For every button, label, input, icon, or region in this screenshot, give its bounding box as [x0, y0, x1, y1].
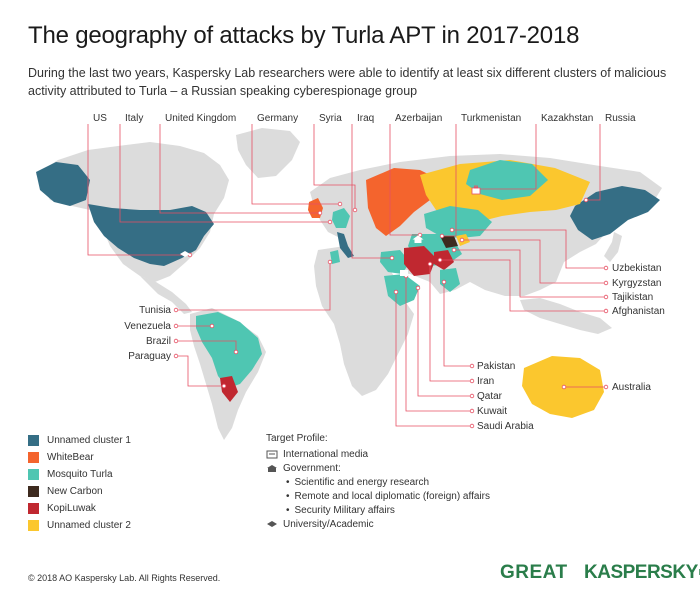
- iran-region: [404, 246, 436, 276]
- building-icon: [412, 235, 424, 243]
- labels-top: US Italy United Kingdom Germany Syria Ir…: [93, 113, 636, 124]
- bottom-label-dots: [469, 363, 475, 429]
- left-label-dots: [173, 307, 179, 359]
- labels-bottom: Pakistan Iran Qatar Kuwait Saudi Arabia …: [477, 361, 651, 432]
- profile-label: Government:: [283, 462, 341, 474]
- label-tajikistan: Tajikistan: [612, 292, 653, 303]
- newspaper-icon: [266, 450, 278, 458]
- profile-subitem: Security Military affairs: [286, 503, 490, 517]
- label-australia: Australia: [612, 382, 651, 393]
- label-iran: Iran: [477, 376, 494, 387]
- legend-swatch: [28, 486, 39, 497]
- legend-item: KopiLuwak: [28, 500, 131, 517]
- legend-label: New Carbon: [47, 486, 103, 497]
- russia-west-region: [366, 168, 440, 236]
- building-icon: [267, 464, 277, 472]
- legend-swatch: [28, 452, 39, 463]
- label-venezuela: Venezuela: [124, 321, 171, 332]
- uzbekistan-region: [440, 236, 458, 248]
- labels-right: Uzbekistan Kyrgyzstan Tajikistan Afghani…: [612, 263, 665, 317]
- briefcase-icon: [471, 185, 481, 195]
- legend-label: Unnamed cluster 2: [47, 520, 131, 531]
- label-kazakhstan: Kazakhstan: [541, 113, 593, 124]
- label-uzbekistan: Uzbekistan: [612, 263, 661, 274]
- label-us: US: [93, 113, 107, 124]
- graduation-cap-icon: [180, 251, 190, 257]
- southeast-asia-islands: [520, 298, 612, 334]
- russia-north-region: [466, 160, 548, 200]
- pakistan-region: [440, 268, 460, 292]
- profile-item: University/Academic: [266, 517, 490, 531]
- legend-item: WhiteBear: [28, 449, 131, 466]
- kaspersky-logo: KASPERSKYlab: [584, 562, 700, 583]
- legend-item: Mosquito Turla: [28, 466, 131, 483]
- greenland: [236, 128, 300, 178]
- label-syria: Syria: [319, 113, 342, 124]
- profile-subitem: Scientific and energy research: [286, 475, 490, 489]
- legend-item: New Carbon: [28, 483, 131, 500]
- map-icons: [180, 185, 481, 276]
- legend-label: Unnamed cluster 1: [47, 435, 131, 446]
- world-map: US Italy United Kingdom Germany Syria Ir…: [36, 113, 665, 440]
- legend-label: KopiLuwak: [47, 503, 96, 514]
- profile-label: International media: [283, 448, 369, 460]
- labels-left: Tunisia Venezuela Brazil Paraguay: [124, 305, 171, 362]
- label-iraq: Iraq: [357, 113, 374, 124]
- japan: [604, 232, 622, 262]
- label-paraguay: Paraguay: [128, 351, 171, 362]
- target-profile: Target Profile: International media Gove…: [266, 433, 490, 531]
- profile-subitem: Remote and local diplomatic (foreign) af…: [286, 489, 490, 503]
- legend-label: WhiteBear: [47, 452, 94, 463]
- copyright: © 2018 AO Kaspersky Lab. All Rights Rese…: [28, 573, 221, 583]
- legend-swatch: [28, 469, 39, 480]
- label-kuwait: Kuwait: [477, 406, 507, 417]
- label-italy: Italy: [125, 113, 143, 124]
- label-turkmenistan: Turkmenistan: [461, 113, 521, 124]
- legend-item: Unnamed cluster 1: [28, 432, 131, 449]
- legend-item: Unnamed cluster 2: [28, 517, 131, 534]
- label-united-kingdom: United Kingdom: [165, 113, 236, 124]
- cluster-legend: Unnamed cluster 1 WhiteBear Mosquito Tur…: [28, 432, 131, 534]
- page-subtitle: During the last two years, Kaspersky Lab…: [28, 66, 667, 98]
- label-brazil: Brazil: [146, 336, 171, 347]
- legend-swatch: [28, 503, 39, 514]
- russia-east-region: [570, 186, 660, 240]
- great-logo: GREAT: [500, 562, 568, 583]
- label-saudi-arabia: Saudi Arabia: [477, 421, 534, 432]
- label-germany: Germany: [257, 113, 298, 124]
- label-kyrgyzstan: Kyrgyzstan: [612, 278, 661, 289]
- profile-label: University/Academic: [283, 518, 374, 530]
- profile-item: International media: [266, 447, 490, 461]
- italy-region: [337, 232, 354, 258]
- label-russia: Russia: [605, 113, 636, 124]
- label-azerbaijan: Azerbaijan: [395, 113, 442, 124]
- profile-item: Government:: [266, 461, 490, 475]
- label-qatar: Qatar: [477, 391, 503, 402]
- legend-swatch: [28, 520, 39, 531]
- page-title: The geography of attacks by Turla APT in…: [28, 22, 580, 49]
- label-pakistan: Pakistan: [477, 361, 515, 372]
- right-label-dots: [603, 265, 609, 390]
- legend-swatch: [28, 435, 39, 446]
- newspaper-icon: [400, 270, 408, 276]
- syria-iraq-region: [380, 250, 410, 274]
- central-america: [140, 276, 192, 314]
- brazil-region: [196, 312, 262, 388]
- label-afghanistan: Afghanistan: [612, 306, 665, 317]
- paraguay-region: [220, 376, 238, 402]
- legend-label: Mosquito Turla: [47, 469, 113, 480]
- callout-lines: [87, 124, 604, 427]
- label-tunisia: Tunisia: [139, 305, 171, 316]
- graduation-cap-icon: [267, 520, 277, 527]
- arabia-region: [384, 274, 420, 306]
- alaska-region: [36, 162, 90, 206]
- germany-region: [332, 208, 350, 228]
- target-profile-heading: Target Profile:: [266, 433, 328, 444]
- us-region: [88, 204, 214, 266]
- tunisia-region: [330, 250, 340, 264]
